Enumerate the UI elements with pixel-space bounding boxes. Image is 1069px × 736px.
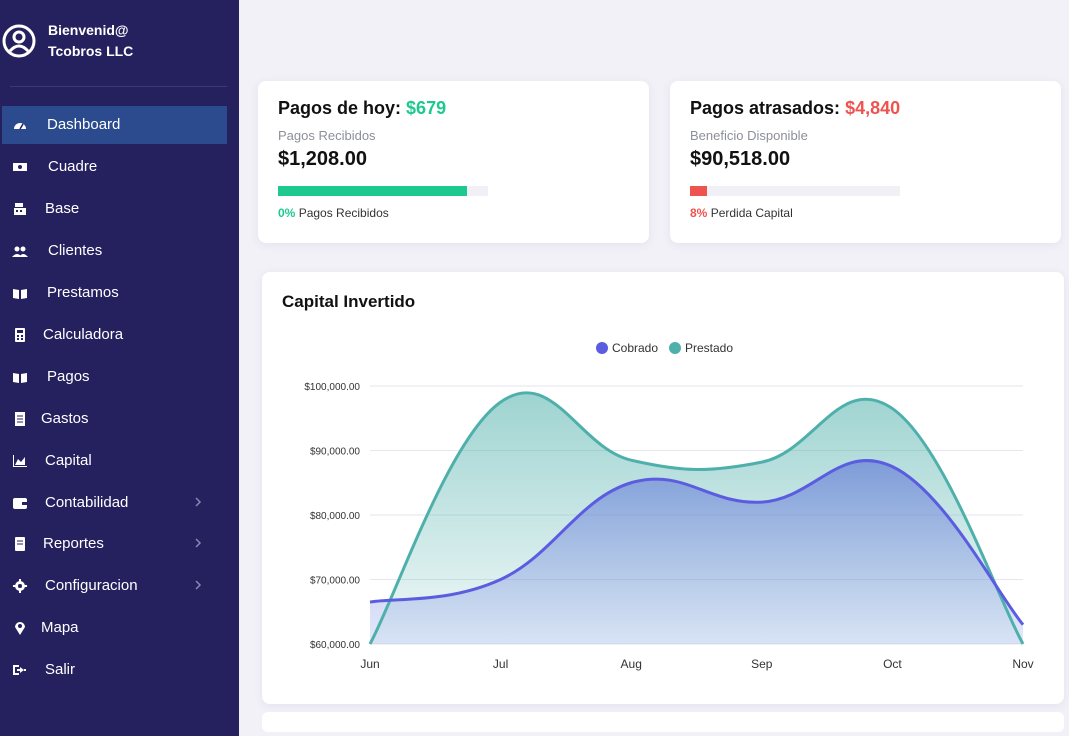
calculator-icon: [15, 328, 25, 342]
y-tick-label: $90,000.00: [310, 447, 360, 458]
footer-percent: 8%: [690, 206, 708, 220]
x-tick-label: Oct: [883, 657, 902, 671]
book-open-icon: [13, 289, 27, 299]
sidebar-item-label: Salir: [45, 661, 76, 678]
chevron-right-icon: [195, 580, 202, 590]
chevron-right-icon: [195, 497, 202, 507]
sidebar-item-label: Clientes: [48, 242, 103, 259]
card-pagos-atrasados: Pagos atrasados: $4,840 Beneficio Dispon…: [670, 81, 1061, 243]
card-title-label: Pagos atrasados:: [690, 98, 841, 118]
sidebar-item-label: Dashboard: [47, 116, 121, 133]
logout-icon: [13, 665, 26, 675]
chart-title: Capital Invertido: [282, 292, 416, 311]
sidebar-item-configuracion[interactable]: Configuracion: [2, 567, 227, 605]
sidebar-item-dashboard[interactable]: Dashboard: [2, 106, 227, 144]
greeting-text: Bienvenid@: [48, 22, 129, 38]
card-value: $1,208.00: [278, 148, 367, 170]
sidebar-item-pagos[interactable]: Pagos: [2, 358, 227, 396]
progress-track: [690, 186, 900, 196]
map-pin-icon: [15, 622, 25, 635]
gear-icon: [13, 579, 27, 593]
sidebar-item-label: Cuadre: [48, 158, 98, 175]
card-footer: 0% Pagos Recibidos: [278, 206, 389, 220]
users-icon: [12, 246, 28, 257]
legend-marker-cobrado: [596, 342, 608, 354]
progress-fill: [278, 186, 467, 196]
footer-label: Pagos Recibidos: [298, 206, 389, 220]
capital-chart: $60,000.00 $70,000.00 $80,000.00 $90,000.00…: [304, 341, 1033, 671]
sidebar-item-reportes[interactable]: Reportes: [2, 525, 227, 563]
wallet-icon: [13, 498, 27, 509]
sidebar-item-capital[interactable]: Capital: [2, 442, 227, 480]
sidebar-item-clientes[interactable]: Clientes: [2, 232, 227, 270]
x-tick-label: Jun: [360, 657, 379, 671]
progress-fill: [690, 186, 707, 196]
card-title: Pagos de hoy: $679: [278, 98, 446, 119]
footer-label: Perdida Capital: [710, 206, 793, 220]
sidebar-item-label: Gastos: [41, 410, 89, 427]
y-tick-label: $60,000.00: [310, 640, 360, 651]
receipt-icon: [15, 412, 25, 426]
sidebar-item-label: Prestamos: [47, 284, 119, 301]
next-card-edge: [262, 712, 1064, 732]
sidebar-item-label: Base: [45, 200, 80, 217]
card-title: Pagos atrasados: $4,840: [690, 98, 900, 119]
book-icon: [15, 537, 25, 551]
sidebar-item-mapa[interactable]: Mapa: [2, 609, 227, 647]
series-area-cobrado: [370, 460, 1023, 644]
sidebar-item-base[interactable]: Base: [2, 190, 227, 228]
x-tick-label: Nov: [1012, 657, 1033, 671]
chevron-right-icon: [195, 538, 202, 548]
sidebar-item-label: Contabilidad: [45, 494, 129, 511]
series-line-cobrado: [369, 459, 1025, 626]
cash-register-icon: [14, 203, 26, 215]
x-tick-label: Sep: [751, 657, 773, 671]
sidebar-item-gastos[interactable]: Gastos: [2, 400, 227, 438]
money-icon: [13, 163, 27, 171]
x-tick-label: Aug: [621, 657, 642, 671]
x-tick-label: Jul: [493, 657, 508, 671]
sidebar-item-salir[interactable]: Salir: [2, 651, 227, 689]
sidebar-item-label: Calculadora: [43, 326, 124, 343]
pagos-atrasados-amount: $4,840: [845, 98, 901, 118]
sidebar-item-label: Reportes: [43, 535, 104, 552]
progress-track: [278, 186, 488, 196]
legend-label-prestado: Prestado: [685, 341, 733, 355]
card-subtitle: Beneficio Disponible: [690, 128, 808, 143]
chart-card-capital: Capital Invertido $60,000.00 $70,000.00 $8…: [262, 272, 1064, 704]
sidebar-item-calculadora[interactable]: Calculadora: [2, 316, 227, 354]
sidebar-item-label: Capital: [45, 452, 92, 469]
book-open-icon: [13, 373, 27, 383]
card-title-label: Pagos de hoy:: [278, 98, 402, 118]
company-name: Tcobros LLC: [48, 43, 134, 59]
y-tick-label: $80,000.00: [310, 511, 360, 522]
sidebar-item-label: Configuracion: [45, 577, 138, 594]
sidebar-item-cuadre[interactable]: Cuadre: [2, 148, 227, 186]
legend-label-cobrado: Cobrado: [612, 341, 658, 355]
card-pagos-hoy: Pagos de hoy: $679 Pagos Recibidos $1,20…: [258, 81, 649, 243]
user-profile: Bienvenid@ Tcobros LLC: [0, 18, 239, 68]
user-circle-icon: [2, 24, 36, 58]
sidebar: Bienvenid@ Tcobros LLC Dashboard Cuadre Ba…: [0, 0, 239, 736]
series-line-prestado: [368, 391, 1025, 645]
dashboard-icon: [14, 123, 26, 130]
card-footer: 8% Perdida Capital: [690, 206, 793, 220]
sidebar-divider: [10, 86, 227, 87]
y-tick-label: $70,000.00: [310, 576, 360, 587]
y-tick-label: $100,000.00: [304, 382, 360, 393]
area-chart-icon: [13, 455, 27, 467]
legend-marker-prestado: [669, 342, 681, 354]
card-value: $90,518.00: [690, 148, 791, 170]
card-subtitle: Pagos Recibidos: [278, 128, 376, 143]
sidebar-item-label: Mapa: [41, 619, 79, 636]
sidebar-item-contabilidad[interactable]: Contabilidad: [2, 484, 227, 522]
sidebar-item-prestamos[interactable]: Prestamos: [2, 274, 227, 312]
pagos-hoy-amount: $679: [406, 98, 447, 118]
footer-percent: 0%: [278, 206, 296, 220]
sidebar-item-label: Pagos: [47, 368, 90, 385]
